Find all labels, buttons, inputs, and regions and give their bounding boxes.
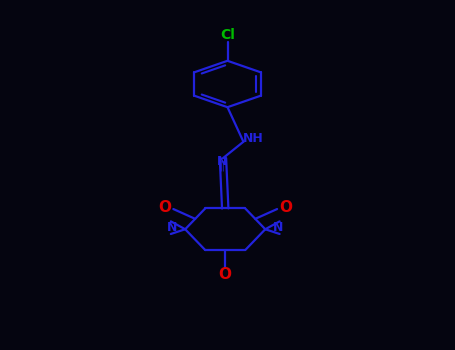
Text: N: N: [167, 221, 177, 234]
Text: ‖: ‖: [220, 161, 224, 171]
Text: Cl: Cl: [220, 28, 235, 42]
Text: NH: NH: [243, 132, 264, 146]
Text: O: O: [219, 267, 232, 282]
Text: N: N: [217, 155, 227, 168]
Text: O: O: [279, 200, 292, 215]
Text: N: N: [273, 221, 283, 234]
Text: O: O: [159, 200, 172, 215]
